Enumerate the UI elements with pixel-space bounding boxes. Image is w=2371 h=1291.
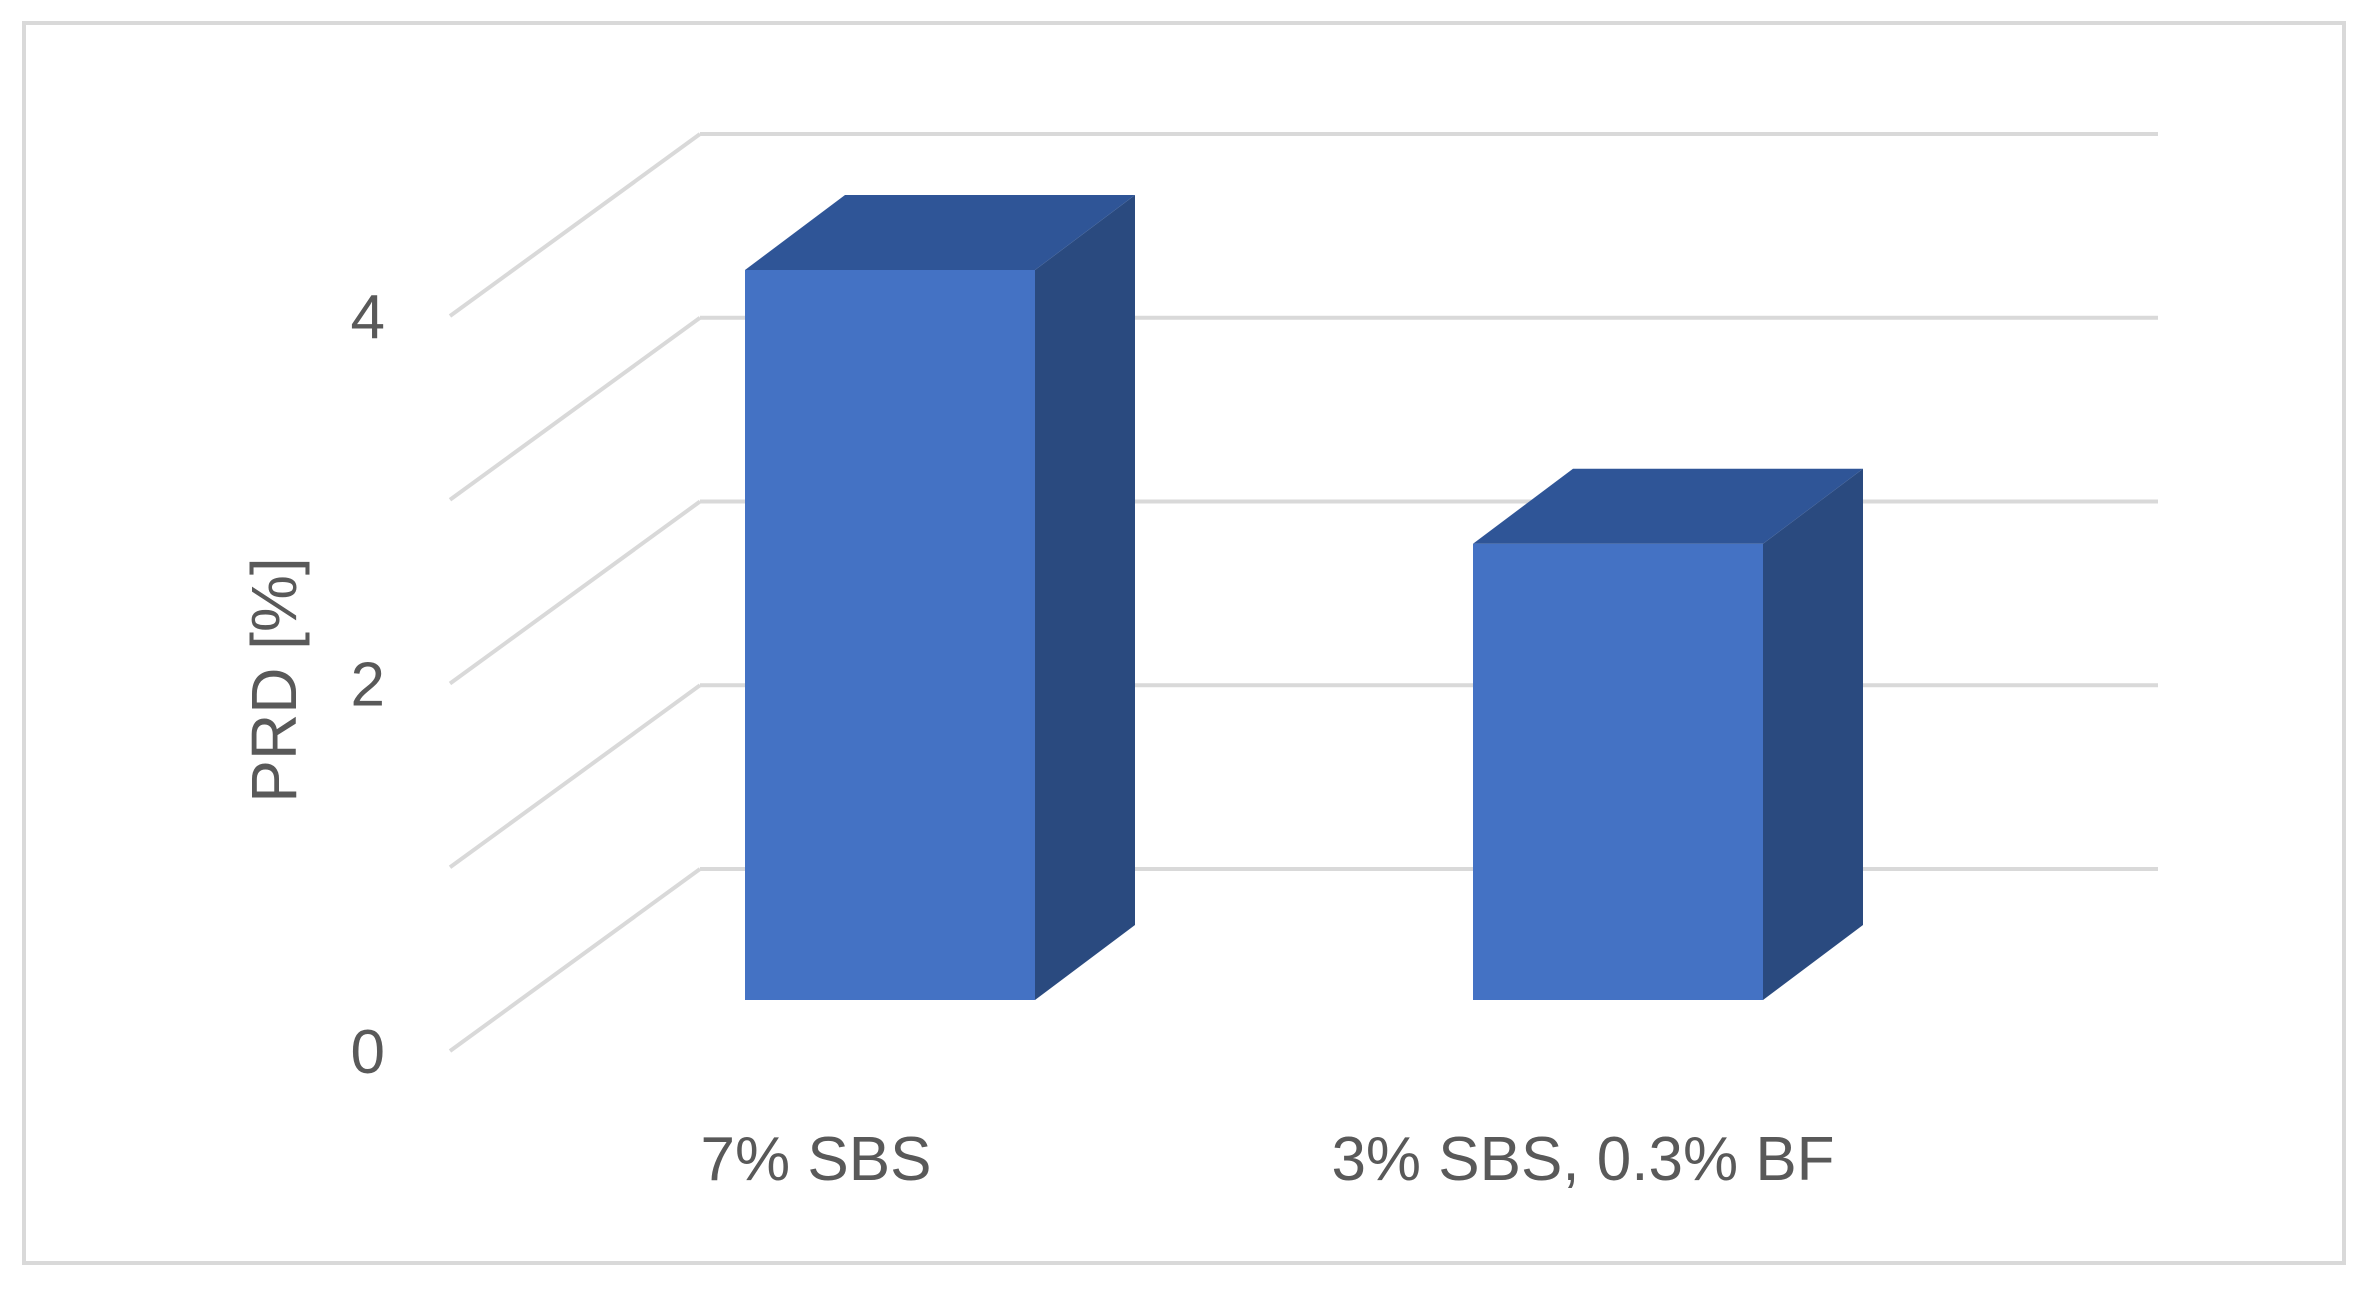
y-tick-label: 0 [351, 1018, 385, 1087]
gridline-side [448, 867, 702, 1053]
y-tick-label: 4 [351, 283, 385, 352]
y-tick-label: 2 [351, 651, 385, 720]
bar [1473, 468, 1863, 1000]
labels: PRD [%] 0 2 4 7% SBS 3% SBS, 0.3% BF [238, 283, 1835, 1194]
bar-side [1763, 468, 1863, 1000]
bar-side [1035, 195, 1135, 1000]
bar-front [745, 270, 1035, 1000]
gridline-side [448, 499, 702, 686]
bars [745, 195, 1863, 1000]
bar-front [1473, 543, 1763, 1000]
x-category-label: 7% SBS [701, 1125, 932, 1194]
gridline-side [448, 316, 702, 502]
x-category-label: 3% SBS, 0.3% BF [1331, 1125, 1834, 1194]
chart-border [22, 21, 2346, 1265]
gridline-side [448, 683, 702, 869]
bar-top [745, 195, 1135, 270]
y-axis-title: PRD [%] [238, 557, 310, 802]
gridline-side [448, 132, 702, 318]
bar [745, 195, 1135, 1000]
bar-top [1473, 468, 1863, 544]
